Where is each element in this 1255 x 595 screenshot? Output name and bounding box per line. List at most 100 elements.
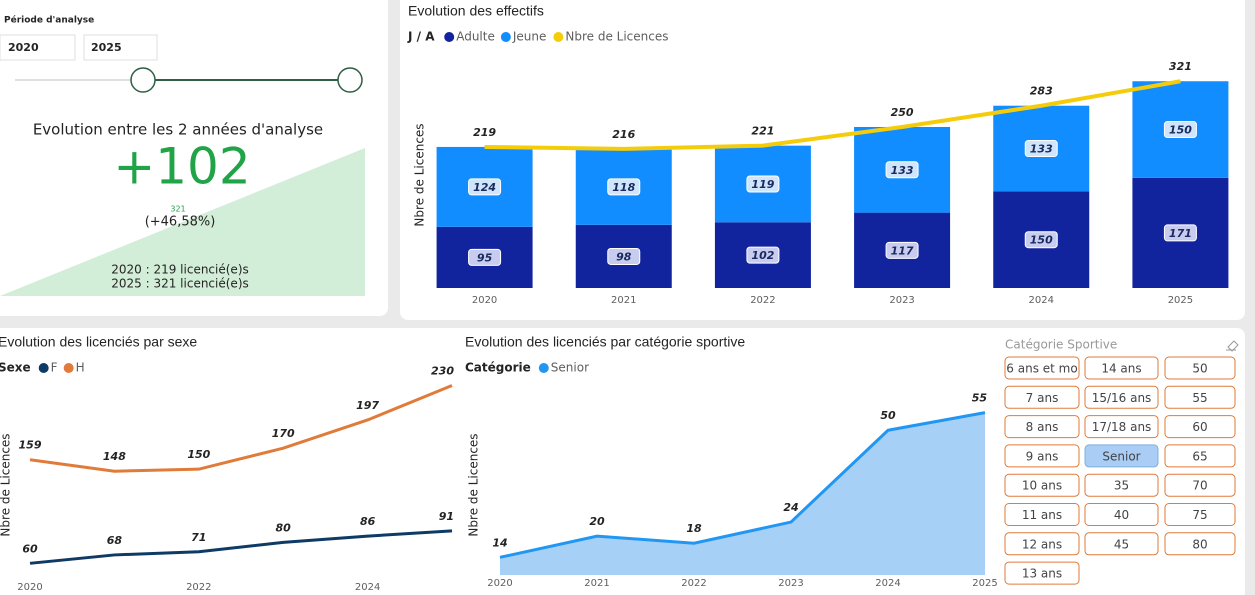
slicer-label: 10 ans xyxy=(1022,479,1062,493)
kpi-line: 2020 : 219 licencié(e)s xyxy=(111,263,249,277)
x-tick-label: 2023 xyxy=(778,578,803,589)
data-label-box xyxy=(607,247,641,265)
legend-label: Senior xyxy=(551,361,589,375)
slicer-item[interactable] xyxy=(1164,415,1236,439)
line xyxy=(484,79,1181,151)
slicer-item[interactable] xyxy=(1164,444,1236,468)
data-label: 50 xyxy=(880,409,896,422)
kpi-small: 321 xyxy=(170,205,185,214)
data-label: 133 xyxy=(1030,143,1053,156)
slicer-label: 11 ans xyxy=(1022,508,1062,522)
slicer-item[interactable] xyxy=(1164,385,1236,409)
data-label: 170 xyxy=(272,427,295,440)
kpi-title: Evolution entre les 2 années d'analyse xyxy=(33,121,323,139)
y-axis-label: Nbre de Licences xyxy=(467,433,481,536)
x-tick-label: 2022 xyxy=(681,578,706,589)
data-label-box xyxy=(607,178,641,196)
data-label-box xyxy=(746,246,780,264)
slicer-title: Catégorie Sportive xyxy=(1005,338,1117,352)
data-label: 24 xyxy=(783,501,798,514)
end-input[interactable] xyxy=(83,34,158,61)
data-label: 133 xyxy=(891,164,914,177)
data-label: 86 xyxy=(360,515,376,528)
area xyxy=(500,412,985,575)
slider-handle[interactable] xyxy=(337,67,363,93)
slicer-label: 55 xyxy=(1192,391,1207,405)
slicer-label: 17/18 ans xyxy=(1092,420,1152,434)
slicer-item[interactable] xyxy=(1084,356,1159,380)
slicer-item[interactable] xyxy=(1084,532,1159,556)
line xyxy=(29,529,453,565)
slicer-item[interactable] xyxy=(1004,444,1080,468)
x-tick-label: 2024 xyxy=(1029,295,1054,306)
slider-handle[interactable] xyxy=(130,67,156,93)
data-label: 321 xyxy=(1169,60,1192,73)
y-axis-label: Nbre de Licences xyxy=(413,123,427,226)
x-tick-label: 2022 xyxy=(750,295,775,306)
data-label-box xyxy=(885,161,919,179)
slicer-item[interactable] xyxy=(1084,503,1159,526)
x-tick-label: 2024 xyxy=(355,582,380,593)
slicer-label: 75 xyxy=(1192,508,1207,522)
slicer-label: 70 xyxy=(1192,479,1207,493)
legend-label: F xyxy=(51,361,58,375)
slicer-item[interactable] xyxy=(1164,503,1236,526)
line xyxy=(499,411,986,559)
data-label-box xyxy=(746,175,780,193)
slicer-item[interactable] xyxy=(1164,356,1236,380)
data-label: 221 xyxy=(751,125,774,138)
data-label: 102 xyxy=(751,249,774,262)
slicer-item[interactable] xyxy=(1004,385,1080,409)
slicer-label: 13 ans xyxy=(1022,567,1062,581)
slicer-item[interactable] xyxy=(1004,561,1080,585)
data-label: 230 xyxy=(431,364,454,377)
chart-title: Evolution des licenciés par sexe xyxy=(0,334,197,350)
data-label: 55 xyxy=(972,392,988,405)
data-label: 124 xyxy=(473,181,496,194)
slicer-item[interactable] xyxy=(1084,473,1159,497)
data-label-box xyxy=(1024,231,1058,249)
slicer-item[interactable] xyxy=(1004,356,1080,380)
slicer-item[interactable] xyxy=(1084,415,1159,439)
slicer-item[interactable] xyxy=(1164,532,1236,556)
data-label: 150 xyxy=(1169,124,1192,137)
slicer-item[interactable] xyxy=(1004,532,1080,556)
legend-label: Nbre de Licences xyxy=(565,30,668,44)
slicer-label: 8 ans xyxy=(1026,420,1059,434)
data-label: 68 xyxy=(107,534,123,547)
legend-title: J / A xyxy=(407,30,435,44)
x-tick-label: 2023 xyxy=(889,295,914,306)
data-label: 71 xyxy=(191,531,206,544)
slicer-item[interactable] xyxy=(1004,473,1080,497)
legend-marker xyxy=(38,363,49,373)
slicer-item[interactable] xyxy=(1164,473,1236,497)
data-label: 119 xyxy=(751,178,774,191)
slicer-label: Senior xyxy=(1102,449,1140,463)
x-tick-label: 2021 xyxy=(584,578,609,589)
slicer-label: 12 ans xyxy=(1022,537,1062,551)
slicer-item[interactable] xyxy=(1004,415,1080,439)
line xyxy=(29,384,453,473)
legend-label: Jeune xyxy=(512,30,547,44)
start-input[interactable] xyxy=(0,34,76,61)
slicer-label: 45 xyxy=(1114,537,1129,551)
x-tick-label: 2022 xyxy=(186,582,211,593)
legend-marker xyxy=(444,32,455,42)
legend-marker xyxy=(500,32,511,42)
legend-title: Catégorie xyxy=(465,361,531,375)
legend-title: Sexe xyxy=(0,361,31,375)
slicer-label: 15/16 ans xyxy=(1092,391,1152,405)
eraser-icon[interactable] xyxy=(1226,340,1239,352)
legend-label: H xyxy=(76,361,85,375)
data-label: 216 xyxy=(612,128,635,141)
slicer-label: 50 xyxy=(1192,362,1207,376)
legend-marker xyxy=(538,363,549,373)
slicer-item[interactable] xyxy=(1084,385,1159,409)
x-tick-label: 2021 xyxy=(611,295,636,306)
slicer-item[interactable] xyxy=(1084,444,1159,468)
slicer-item[interactable] xyxy=(1004,503,1080,526)
legend-marker xyxy=(553,32,564,42)
data-label: 18 xyxy=(686,522,702,535)
kpi-percent: (+46,58%) xyxy=(145,215,216,230)
chart-title: Evolution des effectifs xyxy=(408,3,544,19)
